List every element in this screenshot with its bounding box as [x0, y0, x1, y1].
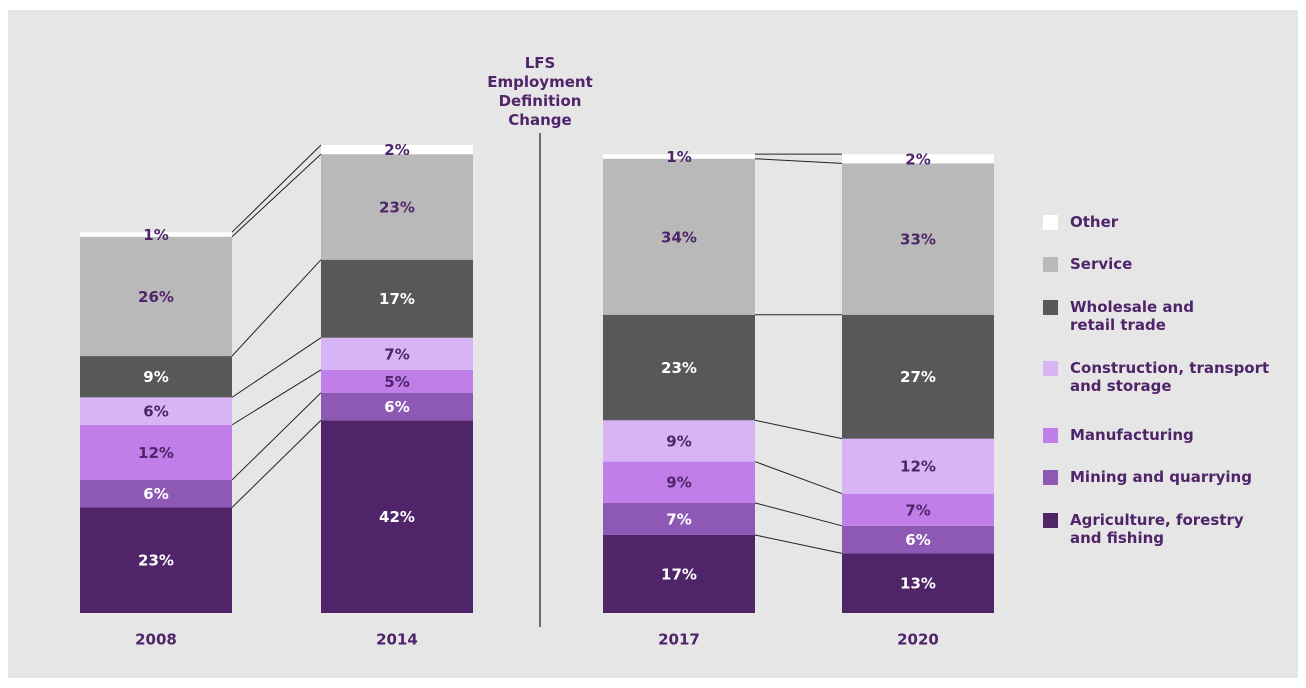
connector	[231, 259, 322, 357]
annotation: LFS Employment Definition Change	[487, 54, 593, 129]
bar-segment	[321, 369, 473, 393]
connector	[231, 369, 322, 426]
x-tick-label: 2008	[135, 631, 177, 649]
connector	[231, 153, 322, 238]
x-tick-label: 2014	[376, 631, 418, 649]
connector	[231, 337, 322, 398]
connector	[754, 534, 843, 554]
value-label: 9%	[143, 368, 168, 386]
value-label: 12%	[138, 444, 174, 462]
value-label: 6%	[905, 531, 930, 549]
bar-segment	[80, 236, 232, 357]
x-tick-label: 2020	[897, 631, 939, 649]
value-label: 5%	[384, 373, 409, 391]
bar-segment	[321, 259, 473, 338]
bar-segment	[842, 553, 994, 613]
value-label: 42%	[379, 508, 415, 526]
legend-label: Manufacturing	[1070, 426, 1194, 444]
bar-segment	[842, 493, 994, 526]
bar-segment	[603, 502, 755, 535]
legend-label: Service	[1070, 255, 1133, 273]
connector	[754, 419, 843, 440]
bar-segment	[603, 314, 755, 421]
bar-segment	[80, 356, 232, 398]
connector	[231, 419, 322, 508]
legend-label: Agriculture, forestry and fishing	[1070, 511, 1244, 547]
legend-label: Wholesale and retail trade	[1070, 298, 1194, 334]
connector	[754, 158, 843, 164]
connector	[231, 392, 322, 481]
connector	[754, 461, 843, 495]
value-label: 12%	[900, 458, 936, 476]
legend-swatch	[1043, 470, 1058, 485]
bar-segment	[321, 420, 473, 613]
bar-segment	[80, 479, 232, 508]
value-label: 6%	[143, 403, 168, 421]
legend-label: Construction, transport and storage	[1070, 359, 1270, 395]
legend-swatch	[1043, 215, 1058, 230]
connector	[754, 502, 843, 527]
bar-segment	[603, 420, 755, 462]
value-label: 33%	[900, 231, 936, 249]
x-tick-label: 2017	[658, 631, 700, 649]
bar-segment	[842, 154, 994, 164]
bar-segment	[603, 461, 755, 503]
connector	[231, 144, 322, 233]
bar-segment	[842, 163, 994, 315]
value-label: 17%	[379, 290, 415, 308]
bar-segment	[603, 535, 755, 613]
value-label: 27%	[900, 368, 936, 386]
bar-segment	[603, 154, 755, 159]
legend-swatch	[1043, 300, 1058, 315]
value-label: 13%	[900, 575, 936, 593]
legend-swatch	[1043, 428, 1058, 443]
bar-segment	[603, 158, 755, 315]
value-label: 6%	[143, 485, 168, 503]
bar-segment	[321, 337, 473, 370]
value-label: 23%	[138, 552, 174, 570]
bar-segment	[80, 507, 232, 613]
legend-item: Service	[1043, 255, 1290, 273]
legend-item: Other	[1043, 213, 1290, 231]
legend-item: Wholesale and retail trade	[1043, 298, 1220, 334]
legend-item: Agriculture, forestry and fishing	[1043, 511, 1260, 547]
value-label: 7%	[905, 501, 930, 519]
value-label: 1%	[143, 226, 168, 244]
bar-segment	[321, 392, 473, 421]
legend-label: Other	[1070, 213, 1119, 231]
value-label: 34%	[661, 228, 697, 246]
bar-segment	[321, 145, 473, 155]
value-label: 7%	[384, 345, 409, 363]
value-label: 2%	[905, 150, 930, 168]
legend-item: Mining and quarrying	[1043, 468, 1290, 486]
bar-segment	[80, 397, 232, 425]
legend-swatch	[1043, 513, 1058, 528]
value-label: 17%	[661, 566, 697, 584]
value-label: 9%	[666, 474, 691, 492]
bar-segment	[842, 525, 994, 554]
value-label: 1%	[666, 148, 691, 166]
value-label: 6%	[384, 398, 409, 416]
bar-segment	[80, 232, 232, 237]
legend-swatch	[1043, 361, 1058, 376]
legend-swatch	[1043, 257, 1058, 272]
bar-segment	[321, 154, 473, 260]
value-label: 23%	[661, 359, 697, 377]
value-label: 2%	[384, 141, 409, 159]
value-label: 7%	[666, 510, 691, 528]
bar-segment	[80, 424, 232, 480]
value-label: 26%	[138, 288, 174, 306]
legend-item: Manufacturing	[1043, 426, 1290, 444]
value-label: 23%	[379, 198, 415, 216]
value-label: 9%	[666, 432, 691, 450]
bar-segment	[842, 314, 994, 439]
bar-segment	[842, 438, 994, 494]
legend-item: Construction, transport and storage	[1043, 359, 1292, 395]
legend-label: Mining and quarrying	[1070, 468, 1252, 486]
